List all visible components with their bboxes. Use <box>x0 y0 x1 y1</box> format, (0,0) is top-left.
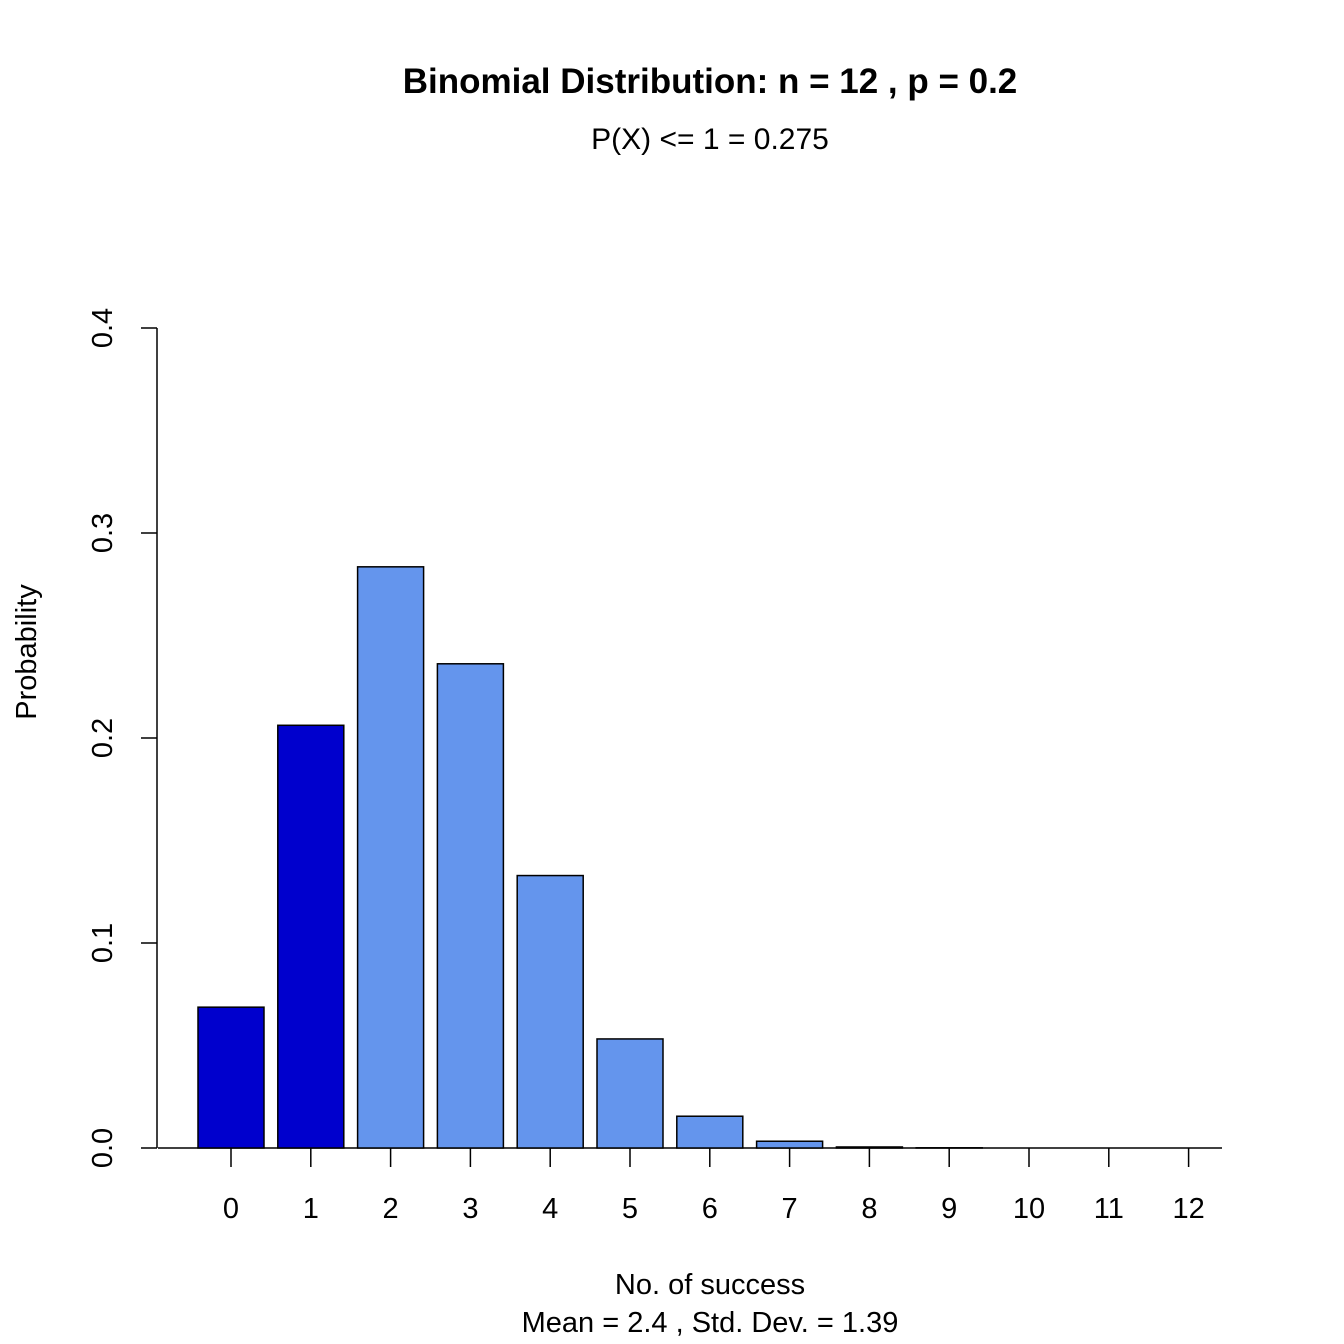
x-tick-label: 5 <box>622 1193 638 1225</box>
x-tick-label: 7 <box>782 1193 798 1225</box>
y-tick-label: 0.2 <box>87 718 119 758</box>
bar-7 <box>755 1140 824 1149</box>
y-tick-label: 0.0 <box>87 1128 119 1168</box>
chart-title: Binomial Distribution: n = 12 , p = 0.2 <box>403 62 1018 101</box>
bar-6 <box>676 1115 744 1149</box>
bar-4 <box>516 874 584 1149</box>
x-tick-label: 11 <box>1094 1193 1124 1225</box>
x-tick-label: 9 <box>941 1193 957 1225</box>
x-tick-label: 12 <box>1172 1193 1204 1225</box>
x-axis: 0 1 2 3 4 5 6 7 8 9 10 11 12 <box>158 1147 1222 1225</box>
x-axis-label: No. of success <box>615 1269 805 1301</box>
y-tick-label: 0.3 <box>87 513 119 553</box>
y-tick-label: 0.1 <box>87 923 119 963</box>
x-tick-label: 8 <box>861 1193 877 1225</box>
bar-0 <box>197 1006 265 1149</box>
y-axis: 0.0 0.1 0.2 0.3 0.4 <box>87 308 158 1168</box>
bar-2 <box>356 566 425 1149</box>
x-tick-label: 3 <box>462 1193 478 1225</box>
x-axis-summary-label: Mean = 2.4 , Std. Dev. = 1.39 <box>522 1307 899 1339</box>
x-tick-label: 6 <box>702 1193 718 1225</box>
x-tick-label: 10 <box>1013 1193 1045 1225</box>
bar-1 <box>277 724 345 1149</box>
y-tick-label: 0.4 <box>87 308 119 348</box>
y-axis-label: Probability <box>11 584 43 720</box>
x-tick-label: 2 <box>383 1193 399 1225</box>
bars <box>197 566 983 1149</box>
x-tick-label: 1 <box>303 1193 319 1225</box>
bar-8 <box>835 1146 904 1149</box>
chart-subtitle: P(X) <= 1 = 0.275 <box>591 123 829 156</box>
x-tick-label: 4 <box>542 1193 558 1225</box>
bar-3 <box>436 663 505 1149</box>
x-tick-label: 0 <box>223 1193 239 1225</box>
bar-5 <box>596 1038 664 1149</box>
